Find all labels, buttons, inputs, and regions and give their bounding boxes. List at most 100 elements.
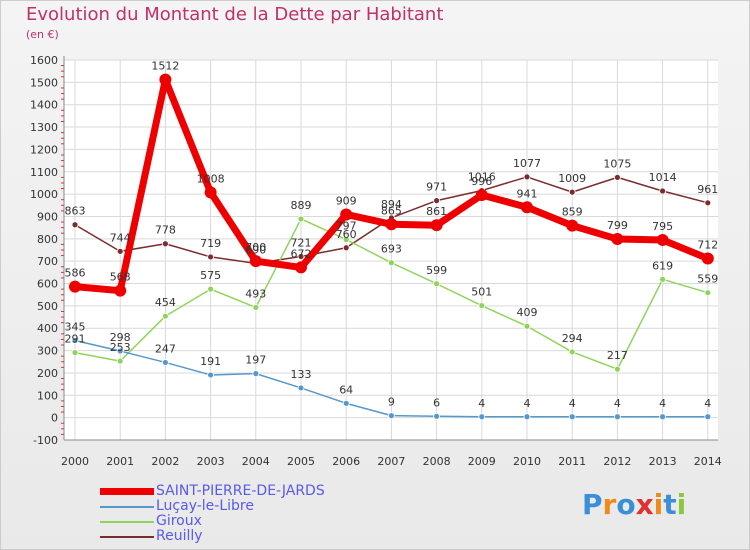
y-tick-label: 900 [37,210,58,223]
x-tick-label: 2004 [242,455,270,468]
data-point-lucay-le-libre [387,412,395,420]
data-label-saint-pierre-de-jards: 941 [517,187,538,200]
data-point-reuilly [116,247,124,255]
x-tick-label: 2005 [287,455,315,468]
data-label-reuilly: 1014 [649,171,677,184]
y-tick-label: 1000 [30,188,58,201]
data-label-lucay-le-libre: 4 [659,397,666,410]
data-label-saint-pierre-de-jards: 865 [381,204,402,217]
y-tick-label: 1100 [30,166,58,179]
x-tick-label: 2002 [151,455,179,468]
data-label-saint-pierre-de-jards: 700 [245,241,266,254]
data-point-giroux [207,285,215,293]
data-label-giroux: 454 [155,296,176,309]
data-label-reuilly: 1016 [468,171,496,184]
legend-label: Reuilly [156,528,203,544]
data-point-lucay-le-libre [342,399,350,407]
data-label-reuilly: 863 [65,205,86,218]
data-label-reuilly: 721 [291,236,312,249]
data-label-lucay-le-libre: 4 [614,397,621,410]
data-point-giroux [704,289,712,297]
y-tick-label: 500 [37,300,58,313]
data-label-lucay-le-libre: 197 [245,354,266,367]
data-label-saint-pierre-de-jards: 1008 [197,172,225,185]
legend: SAINT-PIERRE-DE-JARDS Luçay-le-Libre Gir… [100,484,325,544]
data-point-saint-pierre-de-jards [295,261,307,274]
x-tick-label: 2006 [332,455,360,468]
y-tick-label: 700 [37,255,58,268]
chart-unit-label: (en €) [26,28,59,41]
data-point-lucay-le-libre [71,337,79,344]
data-label-saint-pierre-de-jards: 672 [291,247,312,260]
legend-swatch [100,520,154,523]
x-tick-label: 2007 [377,455,405,468]
data-point-lucay-le-libre [523,413,531,421]
data-label-lucay-le-libre: 298 [110,331,131,344]
data-label-giroux: 409 [517,306,538,319]
data-label-lucay-le-libre: 64 [339,383,353,396]
data-point-lucay-le-libre [659,413,666,421]
data-point-reuilly [704,199,712,207]
legend-label: Giroux [156,513,202,529]
data-point-lucay-le-libre [433,412,441,420]
legend-item-saint-pierre-de-jards: SAINT-PIERRE-DE-JARDS [100,484,325,499]
y-tick-label: 0 [51,412,58,425]
y-tick-label: -100 [33,434,58,447]
data-point-giroux [71,349,79,357]
data-label-saint-pierre-de-jards: 859 [562,206,583,219]
y-tick-label: 600 [37,278,58,291]
data-label-giroux: 294 [562,332,583,345]
data-point-giroux [614,365,621,373]
data-label-lucay-le-libre: 6 [433,396,440,409]
data-label-lucay-le-libre: 247 [155,342,176,355]
data-label-lucay-le-libre: 133 [291,368,312,381]
data-label-reuilly: 894 [381,198,402,211]
data-label-giroux: 693 [381,243,402,256]
data-point-saint-pierre-de-jards [611,233,624,246]
data-point-saint-pierre-de-jards [340,208,353,221]
data-point-reuilly [568,188,576,196]
data-label-giroux: 501 [471,286,492,299]
data-point-giroux [297,215,305,223]
legend-swatch [100,535,154,538]
data-label-reuilly: 690 [245,243,266,256]
legend-item-reuilly: Reuilly [100,529,325,544]
data-point-giroux [161,312,169,320]
y-tick-label: 1500 [30,76,58,89]
data-label-lucay-le-libre: 4 [569,397,576,410]
data-label-saint-pierre-de-jards: 861 [426,205,447,218]
data-point-giroux [252,304,260,311]
x-tick-label: 2012 [603,455,631,468]
data-label-reuilly: 971 [426,181,447,194]
data-label-giroux: 599 [426,264,447,277]
data-point-saint-pierre-de-jards [114,284,127,297]
y-tick-label: 1600 [30,54,58,67]
data-point-reuilly [342,244,350,252]
y-tick-label: 400 [37,322,58,335]
data-label-reuilly: 778 [155,224,176,237]
data-point-giroux [478,302,486,310]
data-label-giroux: 797 [336,219,357,232]
data-label-saint-pierre-de-jards: 586 [65,267,86,280]
data-label-lucay-le-libre: 345 [65,321,86,334]
data-label-giroux: 889 [291,199,312,212]
data-point-giroux [116,357,124,365]
x-tick-label: 2014 [694,455,722,468]
data-label-reuilly: 760 [336,228,357,241]
y-tick-label: 1400 [30,99,58,112]
x-tick-label: 2000 [61,455,89,468]
data-label-saint-pierre-de-jards: 712 [697,238,718,251]
data-point-reuilly [161,240,169,248]
legend-label: SAINT-PIERRE-DE-JARDS [156,483,325,499]
data-point-giroux [568,348,576,356]
data-label-lucay-le-libre: 4 [704,397,711,410]
data-label-reuilly: 1009 [558,172,586,185]
data-point-lucay-le-libre [478,413,486,421]
data-point-lucay-le-libre [207,371,215,379]
data-label-lucay-le-libre: 4 [478,397,485,410]
data-label-saint-pierre-de-jards: 1512 [151,60,179,73]
data-label-saint-pierre-de-jards: 996 [471,175,492,188]
data-point-giroux [433,280,441,288]
data-point-lucay-le-libre [568,413,576,421]
